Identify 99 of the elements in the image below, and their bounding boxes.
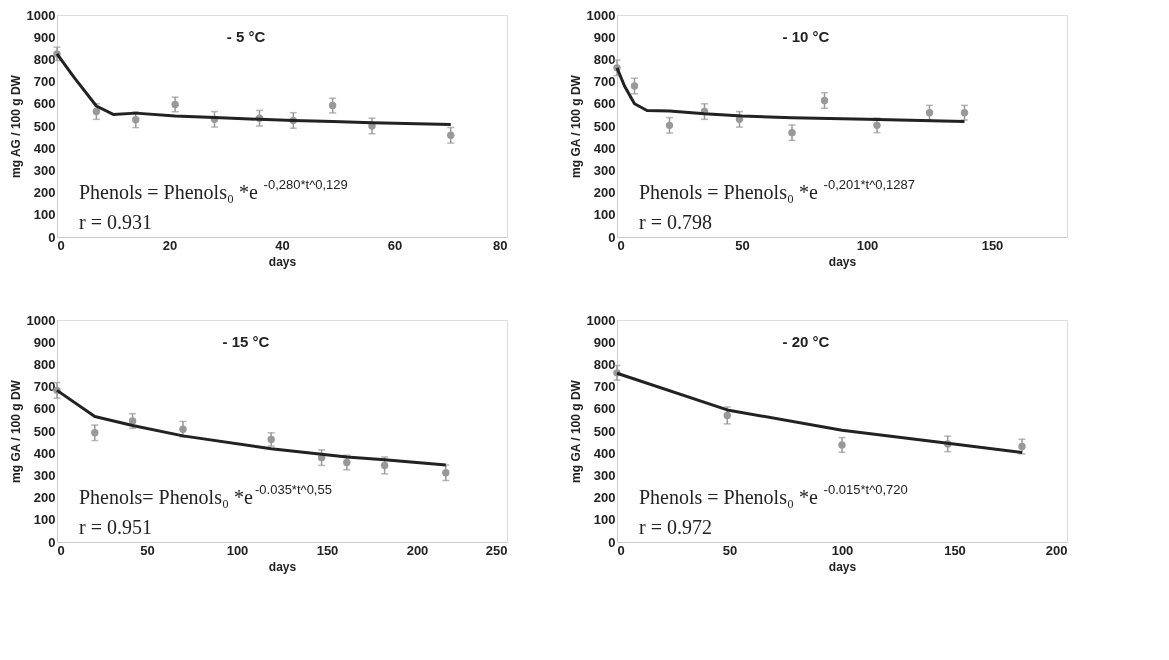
y-tick-label: 500 [593,423,616,439]
x-tick-label: 250 [485,542,508,558]
point [128,417,137,425]
y-axis-title: mg AG / 100 g DW [8,74,23,178]
y-axis-title: mg GA / 100 g DW [568,74,583,178]
y-tick-label: 300 [593,467,616,483]
text: - 15 °C [222,333,270,350]
point [171,100,179,109]
x-tick-label: 100 [226,542,249,558]
x-tick-label: 200 [406,542,429,558]
point [838,441,846,449]
y-tick-label: 400 [33,445,56,461]
x-tick-label: 150 [316,542,339,558]
x-tick-label: 150 [981,237,1004,253]
point [960,108,969,117]
text: - 5 °C [226,28,266,45]
annotation: r = 0.798 [639,211,712,233]
point [447,131,455,140]
y-tick-label: 800 [33,356,56,372]
annotation: r = 0.972 [639,516,712,538]
y-tick-label: 100 [593,512,616,528]
x-tick-label: 100 [831,542,854,558]
line-series [615,66,966,124]
y-tick-label: 500 [33,118,56,134]
point [925,108,934,117]
x-tick-label: 20 [162,237,178,253]
y-tick-label: 300 [33,467,56,483]
y-tick-label: 200 [33,185,56,201]
point [380,461,389,470]
x-axis-title: days [268,254,297,269]
y-tick-label: 1000 [586,312,616,328]
y-tick-label: 1000 [26,312,56,328]
x-tick-label: 40 [275,237,290,253]
point [132,116,140,124]
y-tick-label: 500 [33,423,56,439]
point [91,429,99,437]
point [665,121,674,130]
y-tick-label: 800 [593,356,616,372]
x-tick-label: 50 [735,237,750,253]
y-tick-label: 900 [593,29,616,45]
y-tick-label: 200 [593,185,616,201]
y-tick-label: 200 [33,490,56,506]
y-tick-label: 700 [33,379,56,395]
annotation: Phenols = Phenols₀ *e-0,280*t^0,129 [79,177,348,203]
y-tick-label: 100 [33,512,56,528]
y-tick-label: 600 [593,96,616,112]
point [873,121,881,130]
y-tick-label: 700 [593,379,616,395]
y-axis-title: mg GA / 100 g DW [8,379,23,483]
y-tick-label: 300 [593,162,616,178]
y-axis-title: mg GA / 100 g DW [568,379,583,483]
line-series [55,388,448,467]
line-series [615,371,1024,455]
y-tick-label: 500 [593,118,616,134]
y-tick-label: 200 [593,490,616,506]
x-tick-label: 200 [1045,542,1068,558]
x-tick-label: 50 [722,542,738,558]
point [820,96,829,105]
y-tick-label: 700 [33,74,56,90]
point [723,411,731,420]
point [343,458,351,467]
y-tick-label: 600 [33,96,56,112]
y-tick-label: 300 [33,162,56,178]
annotation: r = 0.931 [79,211,152,233]
x-tick-label: 60 [387,237,403,253]
y-tick-label: 400 [33,140,56,156]
x-tick-label: 150 [944,542,966,558]
text: - 10 °C [782,28,830,45]
point [179,425,187,433]
y-tick-label: 800 [593,51,616,67]
point [1018,442,1026,451]
y-tick-label: 800 [33,51,56,67]
text: - 20 °C [782,333,830,350]
x-axis-title: days [828,254,857,269]
x-tick-label: 100 [856,237,879,253]
annotation: r = 0.951 [79,516,152,538]
annotation: Phenols = Phenols₀ *e-0,201*t^0,1287 [639,177,916,203]
y-tick-label: 700 [593,74,616,90]
y-tick-label: 400 [593,140,616,156]
y-tick-label: 600 [33,401,56,417]
y-tick-label: 900 [33,29,56,45]
y-tick-label: 1000 [26,7,56,23]
y-tick-label: 900 [33,334,56,350]
y-tick-label: 900 [593,334,616,350]
point [328,101,337,110]
point [92,107,101,116]
x-tick-label: 80 [493,237,508,253]
x-tick-label: 50 [140,542,155,558]
y-tick-label: 400 [593,445,616,461]
y-tick-label: 600 [593,401,616,417]
annotation: Phenols = Phenols₀ *e-0.015*t^0,720 [639,482,908,508]
point [442,469,450,477]
point [630,82,639,90]
point [788,128,796,137]
y-tick-label: 1000 [586,7,616,23]
x-axis-title: days [268,559,297,574]
y-tick-label: 100 [33,207,56,223]
x-axis-title: days [828,559,857,574]
y-tick-label: 100 [593,207,616,223]
